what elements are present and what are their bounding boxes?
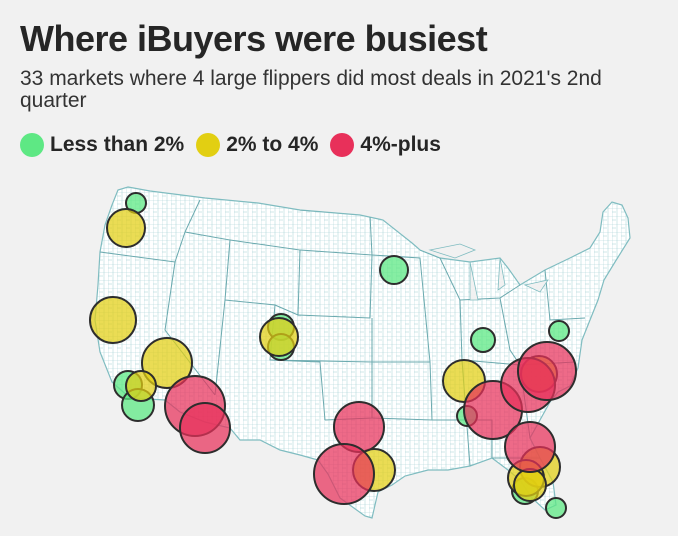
market-san-diego	[125, 370, 157, 402]
market-washington	[548, 320, 570, 342]
legend-item-high: 4%-plus	[330, 133, 441, 157]
market-portland	[106, 208, 146, 248]
legend-label-low: Less than 2%	[50, 133, 185, 156]
legend-item-low: Less than 2%	[20, 133, 184, 157]
legend-swatch-mid	[196, 133, 221, 157]
great-lakes	[428, 243, 549, 301]
market-sacramento	[89, 296, 137, 344]
legend-label-mid: 2% to 4%	[226, 133, 319, 156]
market-salt-lake-metro	[259, 317, 299, 357]
chart-title: Where iBuyers were busiest	[20, 18, 488, 59]
markets-high	[164, 341, 577, 505]
legend-item-mid: 2% to 4%	[196, 133, 318, 157]
market-miami	[545, 497, 567, 519]
legend-swatch-high	[330, 133, 355, 157]
legend-label-high: 4%-plus	[360, 133, 441, 156]
market-columbus	[470, 327, 496, 353]
market-greensboro	[517, 341, 577, 401]
market-minneapolis	[379, 255, 409, 285]
legend-swatch-low	[20, 133, 44, 157]
market-tucson	[179, 402, 231, 454]
legend: Less than 2% 2% to 4% 4%-plus	[20, 131, 453, 159]
market-lakeland	[513, 468, 547, 502]
chart-subtitle: 33 markets where 4 large flippers did mo…	[20, 67, 602, 112]
market-austin	[313, 443, 375, 505]
market-las-vegas	[141, 337, 193, 389]
market-jacksonville	[504, 421, 556, 473]
